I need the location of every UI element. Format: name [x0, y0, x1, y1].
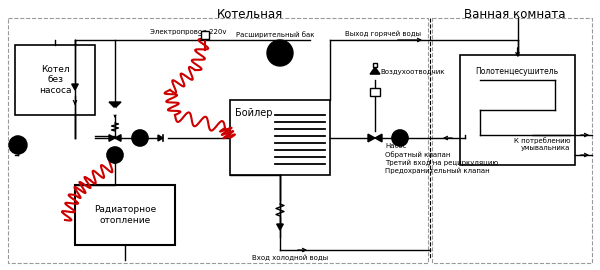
- Polygon shape: [136, 135, 144, 141]
- Polygon shape: [72, 84, 78, 90]
- Polygon shape: [277, 224, 283, 230]
- Bar: [15, 45, 95, 115]
- Polygon shape: [109, 102, 121, 108]
- Polygon shape: [110, 152, 119, 158]
- Polygon shape: [158, 135, 163, 141]
- Text: Выход горячей воды: Выход горячей воды: [345, 31, 421, 37]
- Polygon shape: [109, 135, 115, 141]
- Polygon shape: [370, 67, 380, 74]
- Bar: [370, 88, 380, 96]
- Text: Радиаторное
отопление: Радиаторное отопление: [94, 205, 156, 225]
- Polygon shape: [368, 134, 375, 142]
- Bar: [373, 63, 377, 67]
- Text: Ванная комната: Ванная комната: [464, 8, 566, 21]
- Text: Предохранительный клапан: Предохранительный клапан: [385, 167, 490, 174]
- Circle shape: [9, 136, 27, 154]
- Text: Котельная: Котельная: [217, 8, 283, 21]
- Polygon shape: [109, 108, 121, 114]
- Text: Бойлер: Бойлер: [235, 108, 272, 118]
- Text: К потреблению
умывальника: К потреблению умывальника: [514, 137, 570, 151]
- Bar: [432, 18, 592, 263]
- Bar: [75, 185, 175, 245]
- Circle shape: [132, 130, 148, 146]
- Polygon shape: [375, 134, 382, 142]
- Text: Воздухоотводчик: Воздухоотводчик: [380, 69, 445, 75]
- Bar: [8, 18, 428, 263]
- Polygon shape: [395, 135, 404, 141]
- Bar: [201, 31, 209, 39]
- Text: Насос: Насос: [385, 143, 407, 149]
- Text: Обратный клапан: Обратный клапан: [385, 151, 451, 158]
- Bar: [460, 55, 575, 165]
- Text: Полотенцесушитель: Полотенцесушитель: [475, 67, 558, 76]
- Circle shape: [267, 40, 293, 66]
- Polygon shape: [115, 135, 121, 141]
- Circle shape: [107, 147, 123, 163]
- Text: Третий вход на рециркуляцию: Третий вход на рециркуляцию: [385, 159, 498, 166]
- Text: Электропровод 220v: Электропровод 220v: [150, 29, 227, 35]
- Text: Расширительный бак: Расширительный бак: [236, 31, 314, 38]
- Bar: [230, 100, 330, 175]
- Text: Котел
без
насоса: Котел без насоса: [39, 65, 71, 95]
- Text: Вход холодной воды: Вход холодной воды: [252, 255, 328, 261]
- Circle shape: [392, 130, 408, 146]
